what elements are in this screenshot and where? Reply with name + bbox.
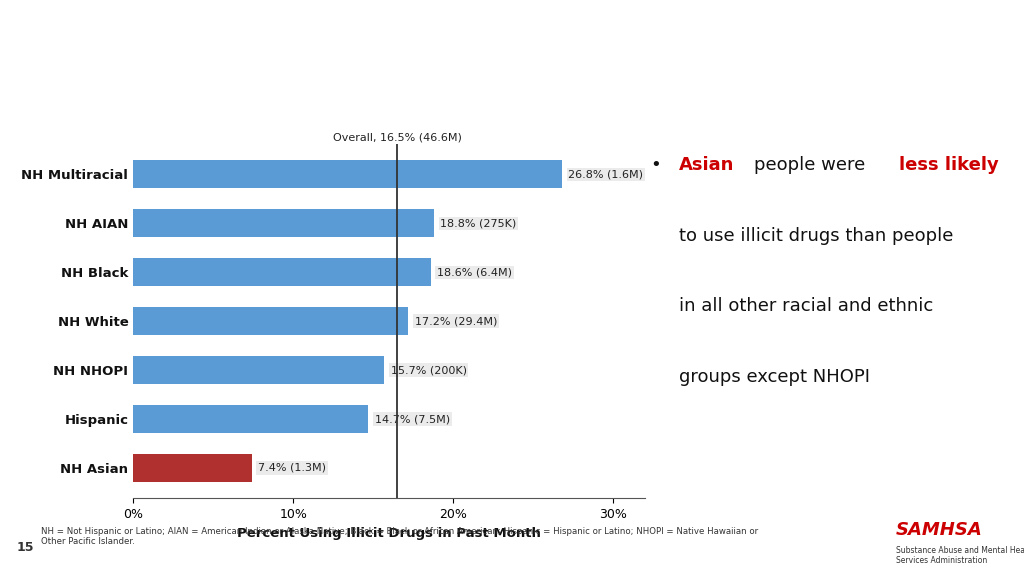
Text: 15.7% (200K): 15.7% (200K)	[391, 365, 467, 375]
Bar	[133, 356, 384, 384]
Text: 26.8% (1.6M): 26.8% (1.6M)	[568, 169, 643, 179]
Text: Overall, 16.5% (46.6M): Overall, 16.5% (46.6M)	[333, 132, 462, 142]
Text: groups except NHOPI: groups except NHOPI	[679, 367, 870, 385]
X-axis label: Percent Using Illicit Drugs in Past Month: Percent Using Illicit Drugs in Past Mont…	[238, 526, 541, 540]
Text: Among People Aged 12 or Older: Among People Aged 12 or Older	[318, 80, 706, 100]
Text: NH = Not Hispanic or Latino; AIAN = American Indian or Alaska Native; Black = Bl: NH = Not Hispanic or Latino; AIAN = Amer…	[41, 527, 758, 547]
Text: Asian: Asian	[679, 157, 734, 175]
Text: Substance Abuse and Mental Health
Services Administration: Substance Abuse and Mental Health Servic…	[896, 546, 1024, 566]
Bar	[133, 209, 434, 237]
Text: •: •	[650, 157, 660, 175]
Text: 18.6% (6.4M): 18.6% (6.4M)	[437, 267, 512, 277]
Text: 15: 15	[16, 541, 34, 554]
Text: 17.2% (29.4M): 17.2% (29.4M)	[415, 316, 497, 326]
Text: to use illicit drugs than people: to use illicit drugs than people	[679, 227, 953, 245]
Text: people were: people were	[754, 157, 865, 175]
Bar	[133, 454, 252, 482]
Text: less likely: less likely	[899, 157, 999, 175]
Text: in all other racial and ethnic: in all other racial and ethnic	[679, 297, 934, 315]
Text: 7.4% (1.3M): 7.4% (1.3M)	[258, 463, 326, 473]
Text: SAMHSA: SAMHSA	[896, 521, 983, 539]
Bar	[133, 258, 431, 286]
Text: 18.8% (275K): 18.8% (275K)	[440, 218, 516, 228]
Text: Illicit Drug Use in the Past Month by Racial and Ethnic Groups:: Illicit Drug Use in the Past Month by Ra…	[134, 34, 890, 54]
Bar	[133, 307, 409, 335]
Bar	[133, 160, 562, 188]
Bar	[133, 405, 369, 433]
Text: 14.7% (7.5M): 14.7% (7.5M)	[375, 414, 450, 424]
